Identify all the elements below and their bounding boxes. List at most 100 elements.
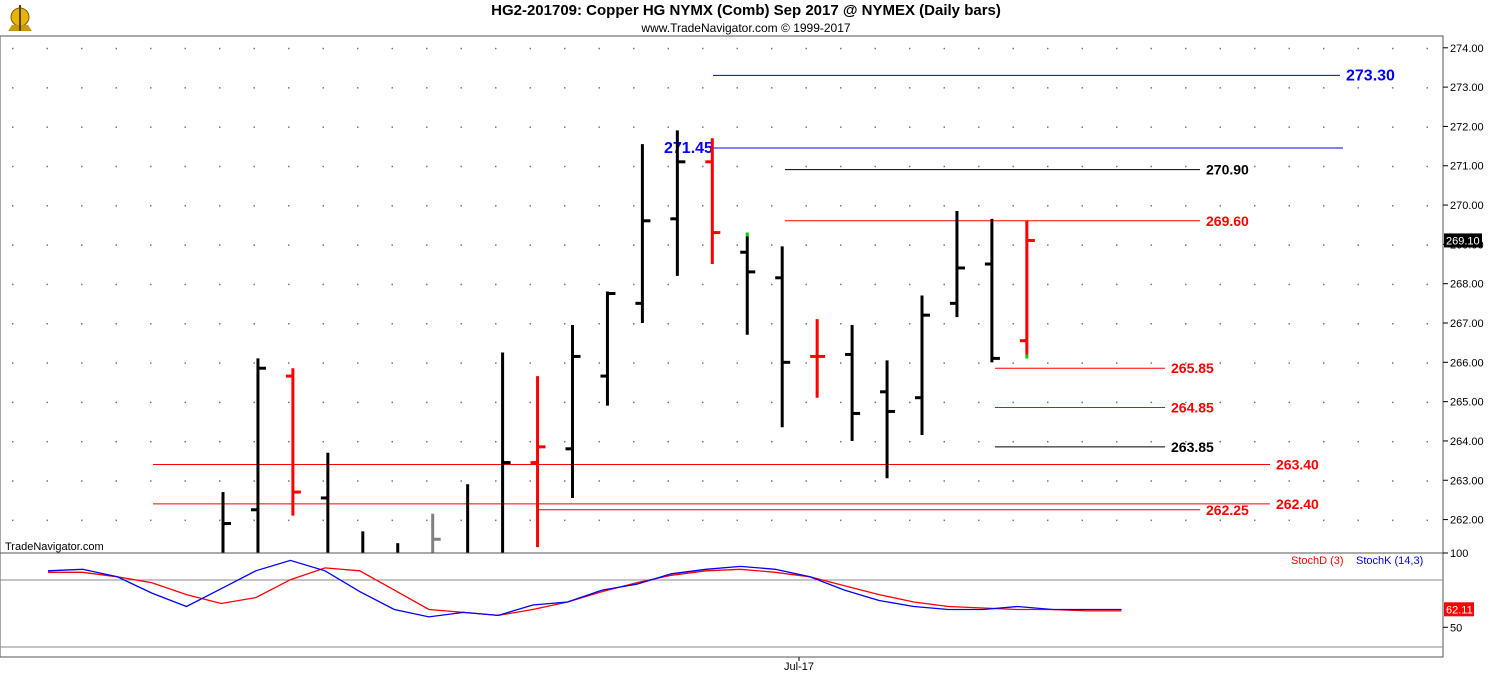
grid-dot [12,440,14,443]
grid-dot [219,440,221,443]
grid-dot [702,87,704,89]
ohlc-bar [880,360,896,479]
grid-dot [702,205,704,207]
grid-dot [184,480,186,482]
grid-dot [874,519,876,522]
grid-dot [115,126,117,128]
grid-dot [391,244,393,246]
ohlc-bar [775,246,791,428]
grid-dot [978,401,980,404]
grid-dot [150,165,152,168]
grid-dot [736,519,738,522]
grid-dot [150,205,152,207]
grid-dot [12,480,14,482]
grid-dot [288,244,290,246]
grid-dot [115,480,117,482]
grid-dot [529,323,531,325]
grid-dot [1081,362,1083,364]
level-label: 262.40 [1276,496,1319,512]
grid-dot [564,440,566,443]
grid-dot [1012,480,1014,482]
grid-dot [840,283,842,286]
grid-dot [219,87,221,89]
grid-dot [633,283,635,286]
grid-dot [702,323,704,325]
x-axis-label: Jul-17 [784,661,814,673]
grid-dot [1012,205,1014,207]
grid-dot [1012,126,1014,128]
grid-dot [1392,362,1394,364]
grid-dot [1254,205,1256,207]
grid-dot [633,244,635,246]
grid-dot [805,165,807,168]
grid-dot [391,440,393,443]
grid-dot [771,165,773,168]
grid-dot [253,323,255,325]
grid-dot [391,323,393,325]
grid-dot [357,323,359,325]
grid-dot [633,87,635,89]
grid-dot [460,126,462,128]
grid-dot [460,244,462,246]
grid-dot [1150,165,1152,168]
grid-dot [357,283,359,286]
grid-dot [391,47,393,50]
grid-dot [736,165,738,168]
grid-dot [564,126,566,128]
grid-dot [736,87,738,89]
grid-dot [805,47,807,50]
grid-dot [598,244,600,246]
grid-dot [805,244,807,246]
grid-dot [1323,126,1325,128]
grid-dot [1047,47,1049,50]
grid-dot [288,283,290,286]
grid-dot [219,519,221,522]
grid-dot [1323,87,1325,89]
grid-dot [322,87,324,89]
grid-dot [12,47,14,50]
ohlc-bar [530,376,546,548]
grid-dot [184,205,186,207]
grid-dot [978,323,980,325]
grid-dot [12,205,14,207]
grid-dot [702,126,704,128]
grid-dot [81,440,83,443]
grid-dot [771,401,773,404]
grid-dot [598,519,600,522]
grid-dot [736,401,738,404]
grid-dot [81,519,83,522]
grid-dot [1116,87,1118,89]
grid-dot [46,126,48,128]
grid-dot [1323,205,1325,207]
grid-dot [322,205,324,207]
grid-dot [184,283,186,286]
grid-dot [495,519,497,522]
grid-dot [564,401,566,404]
grid-dot [460,205,462,207]
grid-dot [322,480,324,482]
grid-dot [1323,323,1325,325]
legend-stochk: StochK (14,3) [1356,555,1423,567]
grid-dot [357,244,359,246]
grid-dot [184,47,186,50]
grid-dot [943,205,945,207]
grid-dot [1288,244,1290,246]
grid-dot [288,362,290,364]
y-tick-label: 267.00 [1450,318,1484,330]
grid-dot [1116,47,1118,50]
grid-dot [1254,362,1256,364]
grid-dot [1116,323,1118,325]
grid-dot [1392,205,1394,207]
grid-dot [702,283,704,286]
last-price-box [1444,233,1482,248]
grid-dot [1219,283,1221,286]
grid-dot [184,440,186,443]
grid-dot [943,440,945,443]
grid-dot [529,87,531,89]
grid-dot [253,480,255,482]
grid-dot [1185,401,1187,404]
price-grid [12,47,1428,522]
grid-dot [840,126,842,128]
grid-dot [1357,480,1359,482]
